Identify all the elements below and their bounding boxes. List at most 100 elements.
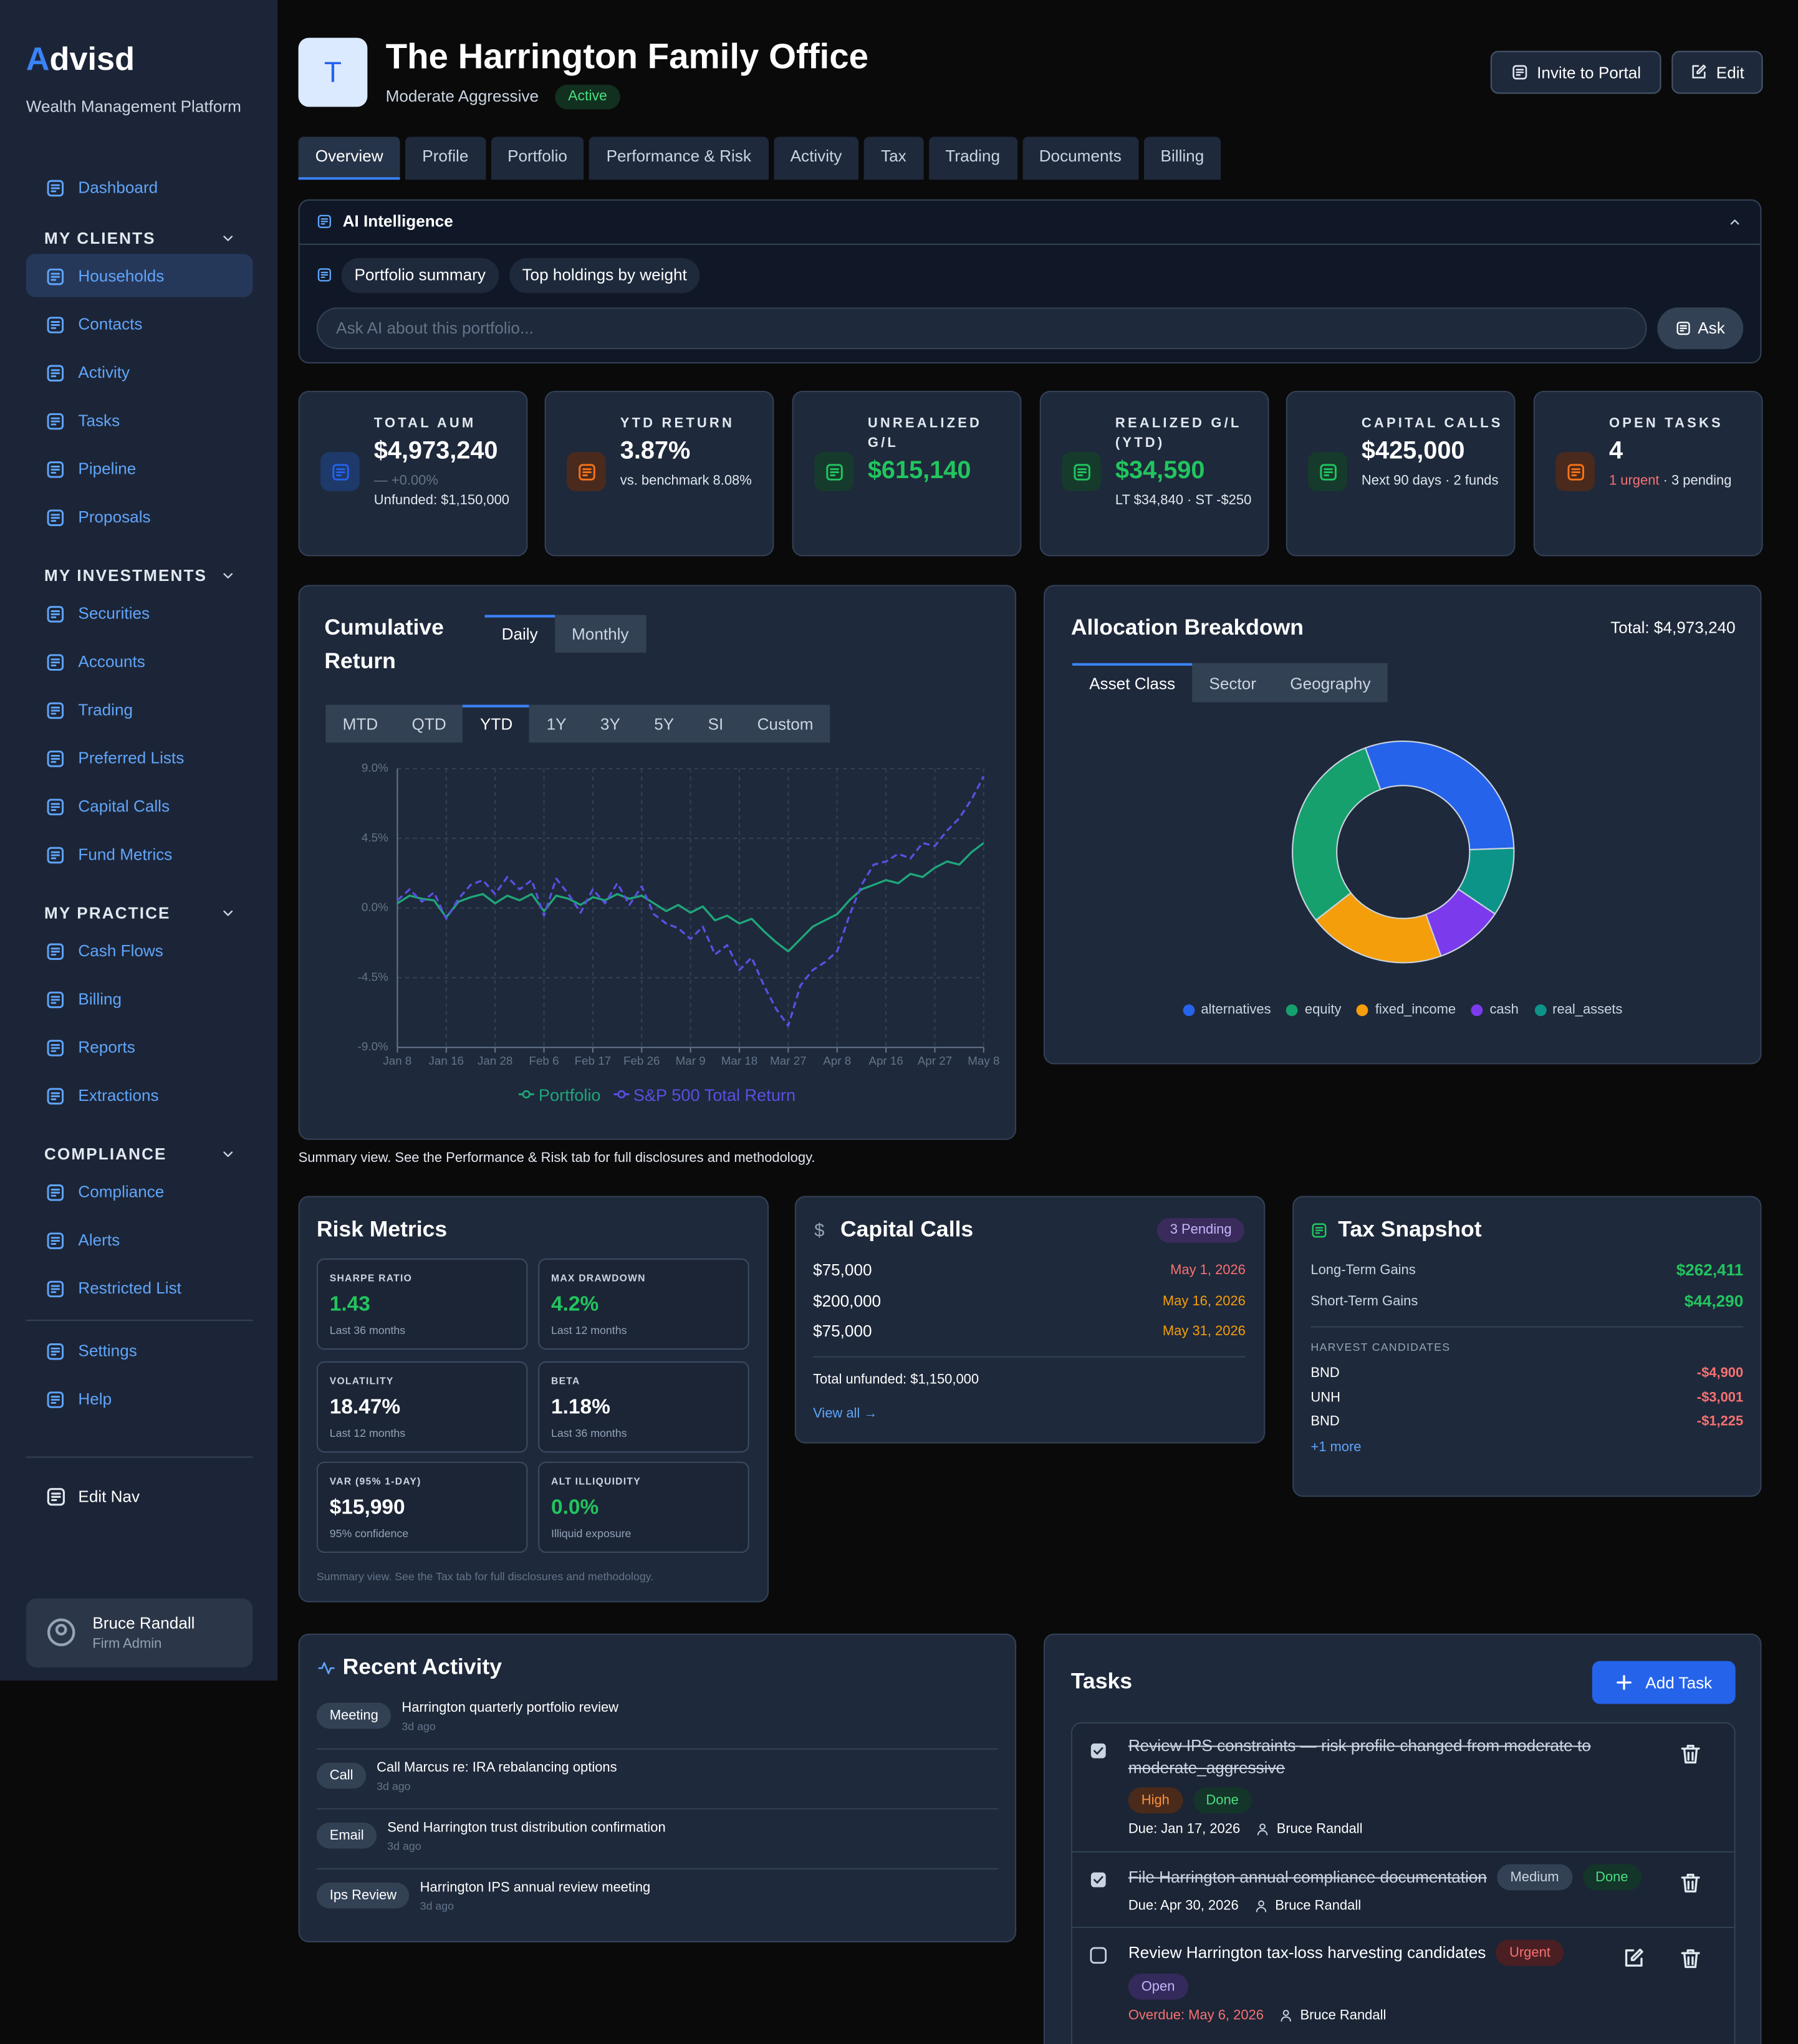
glyph xyxy=(1680,1744,1699,1763)
icon xyxy=(46,991,63,1008)
glyph xyxy=(46,750,63,767)
nav-item[interactable]: Compliance xyxy=(78,1183,165,1201)
link[interactable]: +1 more xyxy=(1310,1439,1362,1456)
nav-item[interactable]: Reports xyxy=(78,1038,135,1057)
segment[interactable]: Geography xyxy=(1290,674,1371,693)
glyph xyxy=(51,1492,61,1502)
tab[interactable]: Documents xyxy=(1022,137,1139,180)
nav-item[interactable]: Extractions xyxy=(78,1086,159,1105)
nav-item[interactable]: Accounts xyxy=(78,653,145,671)
nav-section[interactable]: MY CLIENTS xyxy=(44,229,156,248)
nav-item[interactable]: Restricted List xyxy=(78,1279,181,1298)
nav-item[interactable]: Billing xyxy=(78,990,122,1009)
segment[interactable]: SI xyxy=(708,715,724,734)
segment[interactable]: QTD xyxy=(411,715,446,734)
nav-item[interactable]: Help xyxy=(78,1389,112,1409)
icon[interactable] xyxy=(1679,1871,1701,1894)
glyph xyxy=(50,183,60,192)
tab[interactable]: Tax xyxy=(863,137,923,180)
glyph xyxy=(317,214,331,228)
tab[interactable]: Performance & Risk xyxy=(589,137,769,180)
activity-text: Harrington IPS annual review meeting xyxy=(420,1879,651,1896)
tab[interactable]: Billing xyxy=(1143,137,1221,180)
nav-item[interactable]: Cash Flows xyxy=(78,941,163,961)
header-button[interactable]: Invite to Portal xyxy=(1490,50,1661,94)
nav-section[interactable]: MY PRACTICE xyxy=(44,904,171,923)
activity-time: 3d ago xyxy=(420,1899,454,1912)
nav-item[interactable]: Proposals xyxy=(78,508,151,527)
nav-item[interactable]: Settings xyxy=(78,1341,137,1360)
activity-text: Call Marcus re: IRA rebalancing options xyxy=(377,1760,617,1776)
nav-item[interactable]: Fund Metrics xyxy=(78,845,173,864)
segment[interactable]: 1Y xyxy=(546,715,567,734)
glyph xyxy=(1090,1743,1106,1759)
kpi-note: LT $34,840 · ST -$250 xyxy=(1115,492,1252,509)
kpi-label: YTD RETURN xyxy=(620,415,734,431)
segment[interactable]: Monthly xyxy=(572,625,629,644)
divider xyxy=(26,1456,253,1458)
nav-item[interactable]: Contacts xyxy=(78,315,143,334)
button-label: Ask xyxy=(1698,319,1725,338)
glyph xyxy=(1512,65,1527,80)
tab[interactable]: Trading xyxy=(928,137,1017,180)
glyph xyxy=(332,463,349,480)
segment[interactable]: YTD xyxy=(463,704,530,743)
link[interactable]: View all → xyxy=(813,1405,878,1422)
ask-button[interactable]: Ask xyxy=(1657,307,1744,350)
edit-nav[interactable]: Edit Nav xyxy=(78,1487,140,1506)
chip[interactable]: Portfolio summary xyxy=(341,257,499,294)
tab[interactable]: Overview xyxy=(298,137,400,180)
nav-item[interactable]: Activity xyxy=(78,363,130,382)
nav-item[interactable]: Securities xyxy=(78,604,150,623)
icon[interactable] xyxy=(1679,1742,1701,1765)
add-task-button[interactable]: Add Task xyxy=(1592,1661,1736,1704)
segment[interactable]: Sector xyxy=(1209,674,1256,693)
glyph xyxy=(46,461,63,477)
nav-section[interactable]: MY INVESTMENTS xyxy=(44,567,208,585)
ai-input[interactable]: Ask AI about this portfolio... xyxy=(316,307,1647,350)
button-label: Add Task xyxy=(1645,1673,1713,1692)
task-due: Due: Apr 30, 2026 xyxy=(1128,1898,1239,1914)
nav-item[interactable]: Capital Calls xyxy=(78,797,170,816)
nav-item[interactable]: Dashboard xyxy=(78,178,158,197)
nav-section[interactable]: COMPLIANCE xyxy=(44,1144,167,1164)
nav-item[interactable]: Trading xyxy=(78,701,133,719)
nav-item[interactable]: Alerts xyxy=(78,1231,120,1250)
metric-cell xyxy=(316,1461,528,1553)
legend-label: alternatives xyxy=(1201,1002,1271,1018)
glyph xyxy=(50,995,60,1004)
glyph xyxy=(1314,1226,1323,1234)
segment[interactable]: MTD xyxy=(342,715,378,734)
nav-item[interactable]: Tasks xyxy=(78,411,120,430)
kpi-note: Next 90 days · 2 funds xyxy=(1361,473,1499,489)
segment[interactable]: 5Y xyxy=(654,715,675,734)
glyph xyxy=(46,943,63,959)
badge: 3 Pending xyxy=(1156,1218,1245,1243)
glyph xyxy=(317,1661,334,1674)
segment[interactable]: Asset Class xyxy=(1072,663,1193,703)
glyph xyxy=(1680,1873,1699,1892)
glyph xyxy=(46,412,63,429)
kpi-body: CAPITAL CALLS $425,000 Next 90 days · 2 fu… xyxy=(1362,415,1507,551)
glyph xyxy=(46,605,63,622)
page-title: The Harrington Family Office xyxy=(385,37,869,77)
segment[interactable]: 3Y xyxy=(600,715,620,734)
icon xyxy=(46,364,63,381)
glyph xyxy=(50,1188,60,1196)
segment[interactable]: Daily xyxy=(484,615,555,653)
tab[interactable]: Portfolio xyxy=(490,137,585,180)
nav-item[interactable]: Pipeline xyxy=(78,459,137,478)
tab[interactable]: Activity xyxy=(773,137,859,180)
chip[interactable]: Top holdings by weight xyxy=(509,257,700,294)
icon[interactable] xyxy=(1622,1947,1644,1969)
tab[interactable]: Profile xyxy=(405,137,486,180)
nav-item[interactable]: Households xyxy=(78,267,165,285)
status-badge: Active xyxy=(555,84,620,110)
legend-dot xyxy=(1534,1004,1546,1016)
glyph xyxy=(50,802,60,810)
kpi-label: REALIZED G/L (YTD) xyxy=(1115,415,1242,451)
header-button[interactable]: Edit xyxy=(1671,50,1763,94)
segment[interactable]: Custom xyxy=(757,715,814,734)
nav-item[interactable]: Preferred Lists xyxy=(78,749,185,767)
icon[interactable] xyxy=(1679,1947,1701,1969)
